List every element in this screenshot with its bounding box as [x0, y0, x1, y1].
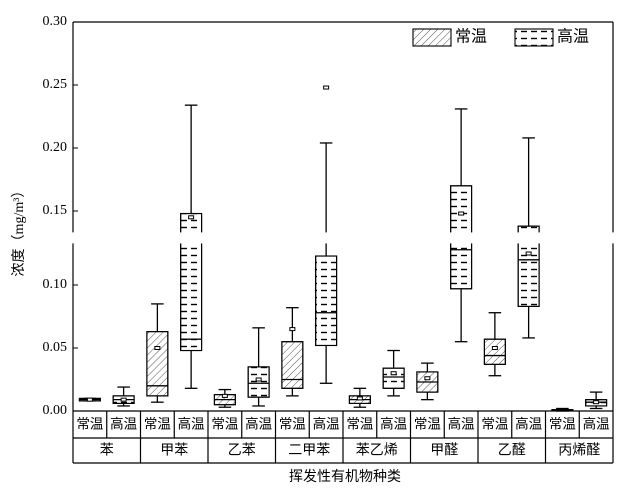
- x-sub-label: 常温: [549, 417, 576, 432]
- x-tick-label: 二甲苯: [288, 442, 330, 459]
- mean-marker: [221, 393, 228, 398]
- mean-marker: [154, 346, 161, 350]
- box-pattern: [315, 255, 338, 347]
- x-sub-label: 高温: [313, 416, 340, 432]
- legend-swatch: [412, 28, 452, 47]
- x-sub-label: 常温: [481, 417, 508, 432]
- mean-marker: [289, 327, 296, 332]
- legend-label: 高温: [557, 28, 589, 46]
- x-sub-label: 高温: [583, 416, 610, 432]
- x-tick-label: 苯: [100, 442, 114, 459]
- mean-marker: [390, 371, 397, 376]
- mean-marker: [593, 400, 600, 405]
- y-axis-label: 浓度（mg/m³）: [11, 184, 27, 277]
- x-tick-label: 乙醛: [498, 443, 526, 459]
- mean-marker: [424, 376, 431, 381]
- x-sub-label: 常温: [211, 417, 238, 432]
- x-sub-label: 常温: [346, 417, 373, 432]
- x-sub-label: 高温: [110, 416, 137, 432]
- y-tick-label: 0.00: [43, 403, 68, 418]
- box-pattern: [247, 366, 270, 398]
- mean-marker: [525, 251, 532, 256]
- x-tick-label: 丙烯醛: [558, 443, 600, 459]
- mean-marker: [255, 377, 262, 382]
- legend-label: 常温: [455, 28, 487, 46]
- y-tick-label: 0.15: [43, 203, 68, 218]
- legend-swatch: [514, 28, 554, 47]
- x-sub-label: 高温: [245, 416, 272, 432]
- x-tick-label: 甲苯: [160, 442, 188, 459]
- x-sub-label: 高温: [515, 416, 542, 432]
- x-sub-label: 高温: [380, 416, 407, 432]
- y-tick-label: 0.20: [43, 140, 68, 155]
- mean-marker: [356, 396, 363, 401]
- box-pattern: [281, 341, 304, 389]
- mean-marker: [86, 397, 93, 402]
- box-pattern: [146, 331, 169, 397]
- axis-break-gap: [70, 232, 616, 244]
- x-sub-label: 常温: [414, 417, 441, 432]
- y-tick-label: 0.10: [43, 277, 68, 292]
- mean-marker: [188, 215, 195, 220]
- box-pattern: [517, 225, 540, 307]
- x-sub-label: 常温: [76, 417, 103, 432]
- x-tick-label: 苯乙烯: [356, 442, 398, 459]
- x-sub-label: 高温: [448, 416, 475, 432]
- x-tick-label: 乙苯: [228, 442, 256, 459]
- box-pattern: [382, 367, 405, 389]
- y-tick-label: 0.30: [43, 14, 68, 29]
- mean-marker: [120, 397, 127, 402]
- x-axis-label: 挥发性有机物种类: [289, 469, 401, 485]
- y-tick-label: 0.25: [43, 77, 68, 92]
- y-tick-label: 0.05: [43, 340, 68, 355]
- box-pattern: [483, 338, 506, 365]
- mean-marker: [458, 211, 465, 216]
- x-sub-label: 常温: [279, 417, 306, 432]
- x-tick-label: 甲醛: [430, 443, 458, 459]
- x-sub-label: 高温: [178, 416, 205, 432]
- mean-marker: [491, 346, 498, 350]
- outlier: [323, 85, 330, 90]
- x-sub-label: 常温: [144, 417, 171, 432]
- box-pattern: [180, 212, 203, 352]
